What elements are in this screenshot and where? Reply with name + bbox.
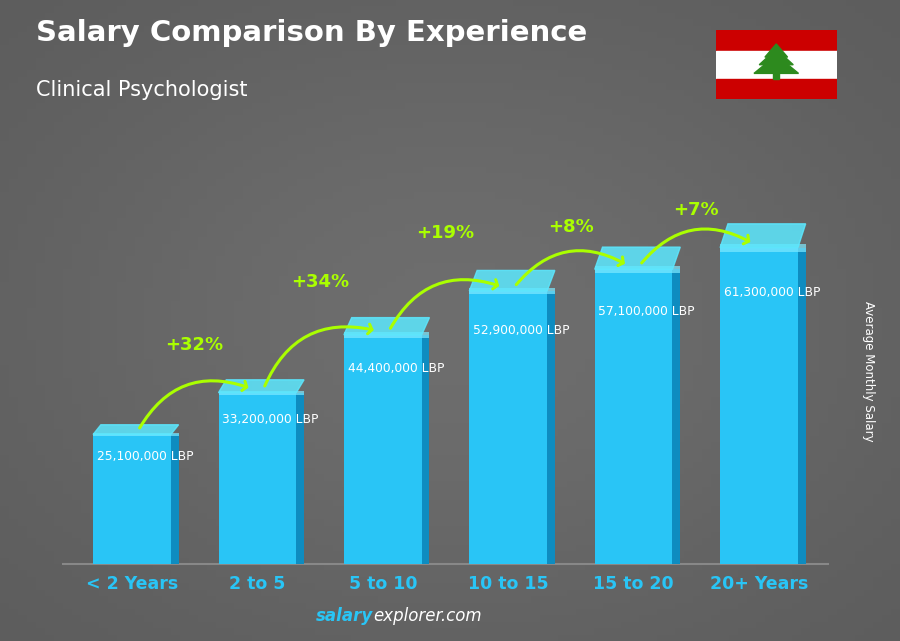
Polygon shape	[720, 224, 806, 247]
Bar	[716, 51, 837, 79]
Polygon shape	[93, 425, 178, 435]
Polygon shape	[765, 44, 788, 57]
Bar	[716, 30, 837, 51]
Bar	[773, 72, 779, 79]
Text: +19%: +19%	[417, 224, 474, 242]
Text: +8%: +8%	[548, 218, 594, 236]
Text: Clinical Psychologist: Clinical Psychologist	[36, 80, 248, 100]
Text: 52,900,000 LBP: 52,900,000 LBP	[473, 324, 570, 337]
Polygon shape	[344, 318, 429, 335]
Polygon shape	[595, 247, 680, 269]
Bar	[720, 244, 806, 251]
Bar	[422, 335, 429, 564]
Bar	[219, 393, 296, 564]
Bar	[93, 433, 178, 436]
Bar	[595, 265, 680, 273]
Bar	[595, 269, 672, 564]
Text: 61,300,000 LBP: 61,300,000 LBP	[724, 285, 820, 299]
Text: explorer.com: explorer.com	[374, 607, 482, 625]
Text: salary: salary	[316, 607, 374, 625]
Text: 57,100,000 LBP: 57,100,000 LBP	[598, 304, 695, 318]
Bar	[720, 247, 798, 564]
Bar	[93, 435, 171, 564]
Bar	[716, 79, 837, 99]
Bar	[171, 435, 178, 564]
Text: 25,100,000 LBP: 25,100,000 LBP	[97, 450, 194, 463]
Polygon shape	[754, 55, 798, 73]
Text: Salary Comparison By Experience: Salary Comparison By Experience	[36, 19, 587, 47]
Bar	[344, 332, 429, 338]
Bar	[296, 393, 304, 564]
Bar	[798, 247, 806, 564]
Bar	[469, 291, 547, 564]
Text: 33,200,000 LBP: 33,200,000 LBP	[222, 413, 319, 426]
Text: Average Monthly Salary: Average Monthly Salary	[862, 301, 875, 442]
Polygon shape	[469, 271, 555, 291]
Text: +7%: +7%	[673, 201, 719, 219]
Bar	[219, 390, 304, 395]
Text: +32%: +32%	[166, 336, 224, 354]
Bar	[469, 288, 555, 294]
Bar	[547, 291, 555, 564]
Text: 44,400,000 LBP: 44,400,000 LBP	[347, 362, 444, 376]
Polygon shape	[760, 49, 793, 65]
Text: +34%: +34%	[291, 273, 349, 291]
Bar	[344, 335, 422, 564]
Bar	[672, 269, 680, 564]
Polygon shape	[219, 379, 304, 393]
